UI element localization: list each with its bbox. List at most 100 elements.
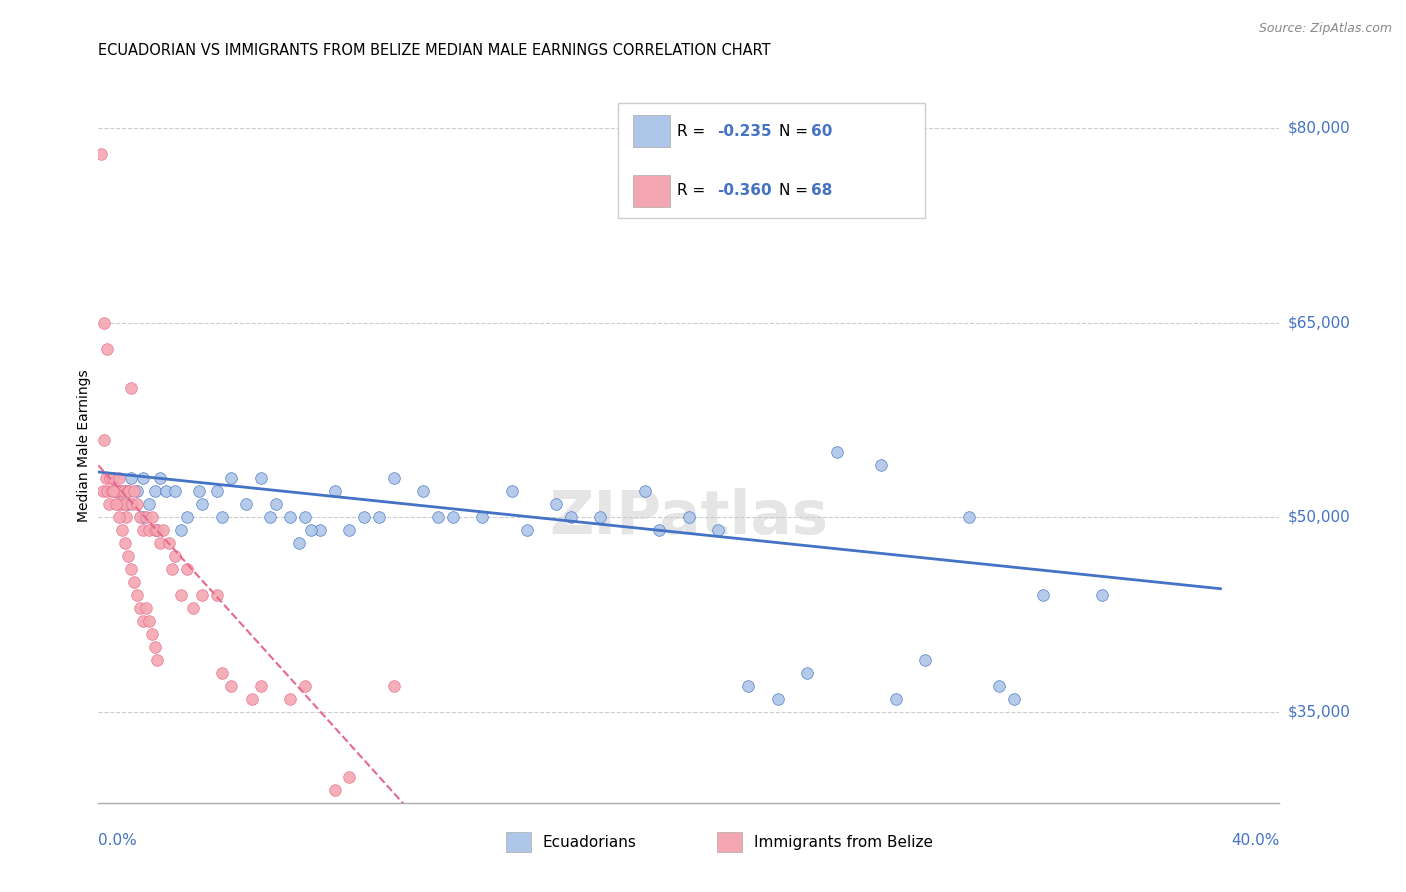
Point: [146, 524, 169, 538]
Point: [678, 510, 700, 524]
Text: Immigrants from Belize: Immigrants from Belize: [754, 835, 932, 849]
Text: $50,000: $50,000: [1288, 510, 1351, 524]
Point: [825, 445, 848, 459]
Point: [132, 471, 155, 485]
Point: [162, 562, 183, 576]
Point: [152, 524, 174, 538]
Point: [110, 484, 132, 499]
Point: [170, 524, 193, 538]
Point: [235, 497, 257, 511]
Point: [353, 510, 375, 524]
Point: [165, 549, 187, 564]
Point: [93, 316, 115, 330]
Point: [120, 471, 142, 485]
Point: [707, 524, 730, 538]
Point: [250, 679, 273, 693]
Text: ECUADORIAN VS IMMIGRANTS FROM BELIZE MEDIAN MALE EARNINGS CORRELATION CHART: ECUADORIAN VS IMMIGRANTS FROM BELIZE MED…: [98, 43, 770, 58]
Point: [959, 510, 981, 524]
Point: [412, 484, 434, 499]
Point: [259, 510, 281, 524]
Point: [132, 510, 155, 524]
Point: [125, 588, 148, 602]
Point: [264, 497, 287, 511]
Point: [141, 510, 163, 524]
Text: 60: 60: [811, 124, 832, 138]
Point: [96, 484, 118, 499]
Point: [648, 524, 671, 538]
Point: [117, 497, 139, 511]
Text: R =: R =: [678, 184, 710, 199]
Point: [114, 484, 136, 499]
Point: [1091, 588, 1114, 602]
Point: [181, 601, 204, 615]
Point: [108, 510, 131, 524]
Point: [427, 510, 450, 524]
Text: R =: R =: [678, 124, 710, 138]
Point: [138, 614, 160, 628]
Point: [138, 497, 160, 511]
Point: [205, 484, 228, 499]
Point: [114, 497, 136, 511]
Point: [111, 524, 134, 538]
Point: [122, 575, 145, 590]
Point: [1002, 692, 1025, 706]
Point: [211, 510, 233, 524]
Point: [288, 536, 311, 550]
Point: [91, 484, 114, 499]
Point: [94, 471, 117, 485]
Point: [211, 666, 233, 681]
Point: [149, 536, 172, 550]
Point: [219, 679, 243, 693]
Point: [516, 524, 538, 538]
Point: [191, 588, 214, 602]
Text: Ecuadorians: Ecuadorians: [543, 835, 637, 849]
Point: [112, 484, 135, 499]
Point: [176, 562, 198, 576]
Point: [100, 484, 122, 499]
Point: [128, 510, 150, 524]
Point: [117, 549, 139, 564]
Text: ZIPatlas: ZIPatlas: [550, 488, 828, 547]
Point: [138, 524, 160, 538]
Point: [382, 471, 405, 485]
Text: $65,000: $65,000: [1288, 315, 1351, 330]
Point: [294, 510, 316, 524]
Point: [337, 770, 360, 784]
Point: [117, 484, 139, 499]
Point: [294, 679, 316, 693]
Point: [157, 536, 180, 550]
Point: [135, 601, 157, 615]
Text: $35,000: $35,000: [1288, 705, 1351, 720]
Point: [143, 524, 166, 538]
Point: [108, 484, 131, 499]
Point: [165, 484, 187, 499]
Text: 68: 68: [811, 184, 832, 199]
Point: [146, 524, 169, 538]
Point: [1032, 588, 1054, 602]
Point: [90, 147, 112, 161]
Point: [368, 510, 391, 524]
Point: [143, 640, 166, 654]
Point: [96, 342, 118, 356]
Point: [766, 692, 789, 706]
Point: [869, 458, 891, 473]
Text: N =: N =: [779, 124, 813, 138]
Point: [299, 524, 322, 538]
Point: [125, 484, 148, 499]
Point: [103, 471, 125, 485]
Point: [120, 562, 142, 576]
Point: [382, 679, 405, 693]
Point: [633, 484, 655, 499]
Point: [278, 692, 302, 706]
Point: [103, 484, 125, 499]
Point: [122, 484, 145, 499]
Point: [914, 653, 936, 667]
Point: [143, 484, 166, 499]
Point: [501, 484, 523, 499]
Point: [115, 510, 138, 524]
Point: [146, 653, 169, 667]
Point: [219, 471, 243, 485]
Point: [987, 679, 1010, 693]
Point: [111, 497, 134, 511]
Point: [98, 471, 121, 485]
